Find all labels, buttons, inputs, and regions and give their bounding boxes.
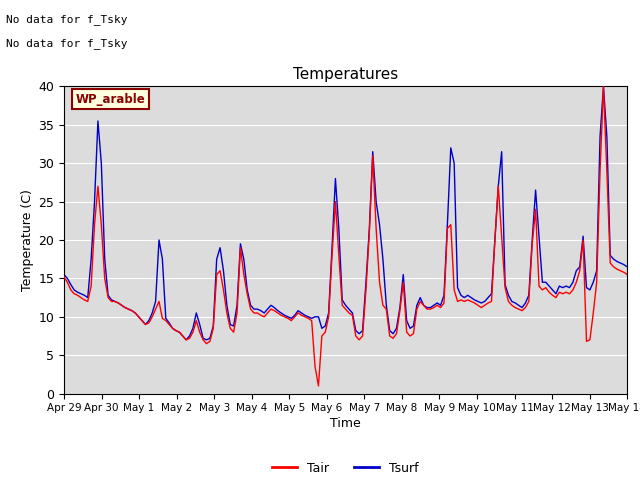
Legend: Tair, Tsurf: Tair, Tsurf bbox=[268, 456, 424, 480]
Text: No data for f_Tsky: No data for f_Tsky bbox=[6, 14, 128, 25]
X-axis label: Time: Time bbox=[330, 418, 361, 431]
Text: No data for f_Tsky: No data for f_Tsky bbox=[6, 38, 128, 49]
Y-axis label: Temperature (C): Temperature (C) bbox=[21, 189, 34, 291]
Text: WP_arable: WP_arable bbox=[76, 93, 145, 106]
Title: Temperatures: Temperatures bbox=[293, 68, 398, 83]
